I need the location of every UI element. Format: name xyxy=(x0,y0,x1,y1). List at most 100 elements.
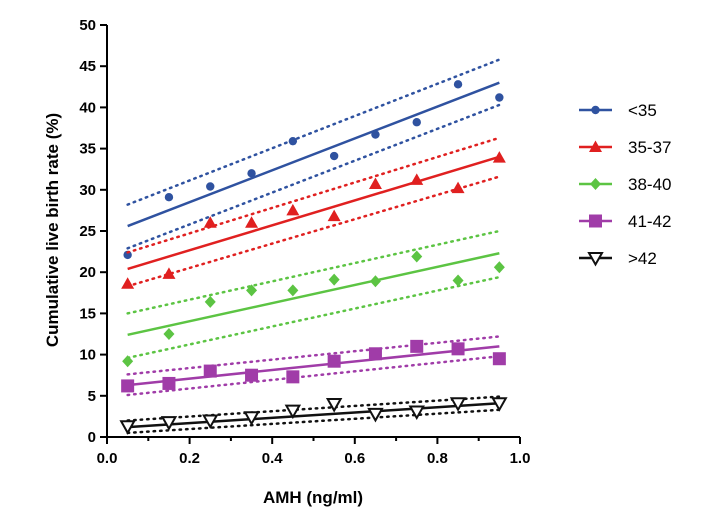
data-point xyxy=(245,368,259,382)
legend-marker xyxy=(590,178,601,190)
data-point xyxy=(368,347,382,361)
series-1 xyxy=(123,58,504,260)
legend-marker xyxy=(591,105,600,115)
y-tick-label: 20 xyxy=(79,264,96,281)
plot-area xyxy=(119,58,508,435)
data-point xyxy=(121,277,135,289)
data-point xyxy=(410,339,424,353)
data-point xyxy=(329,151,339,161)
data-point xyxy=(493,261,505,274)
legend-item: >42 xyxy=(579,249,657,268)
data-point xyxy=(451,342,465,356)
ci-upper-line xyxy=(126,395,501,422)
data-point xyxy=(122,355,134,368)
y-tick-label: 25 xyxy=(79,223,96,240)
data-point xyxy=(325,398,343,413)
ci-lower-line xyxy=(126,408,501,435)
ci-lower-line xyxy=(126,275,501,360)
x-axis-title: AMH (ng/ml) xyxy=(263,488,363,507)
data-point xyxy=(327,354,341,368)
fit-line xyxy=(127,155,500,271)
fit-line xyxy=(127,252,500,337)
axes: 0 5 10 15 20 25 30 35 40 45 50 0.0 0.2 0.4 0.6 0.8 1.0 xyxy=(79,17,530,467)
ci-lower-line xyxy=(126,354,501,397)
legend: <35 35-37 38-40 41-42 >42 xyxy=(579,101,671,268)
data-point xyxy=(369,275,381,288)
series-2 xyxy=(121,136,506,289)
data-point xyxy=(246,284,258,297)
legend-label: 38-40 xyxy=(628,175,671,194)
legend-item: 38-40 xyxy=(579,175,671,194)
y-tick-label: 10 xyxy=(79,347,96,364)
data-point xyxy=(410,173,424,185)
legend-item: <35 xyxy=(579,101,657,120)
ci-upper-line xyxy=(126,335,501,376)
legend-item: 41-42 xyxy=(579,212,671,231)
ci-upper-line xyxy=(126,58,501,206)
data-point xyxy=(328,273,340,286)
y-tick-label: 50 xyxy=(79,17,96,34)
data-point xyxy=(284,404,302,420)
legend-label: >42 xyxy=(628,249,657,268)
data-point xyxy=(411,250,423,263)
data-point xyxy=(449,397,467,412)
data-point xyxy=(203,364,217,378)
data-point xyxy=(453,80,463,89)
fit-line xyxy=(127,81,500,228)
legend-label: 41-42 xyxy=(628,212,671,231)
data-point xyxy=(245,216,259,228)
data-point xyxy=(452,274,464,287)
data-point xyxy=(204,295,216,308)
data-point xyxy=(162,376,176,390)
legend-item: 35-37 xyxy=(579,138,671,157)
data-point xyxy=(119,420,136,435)
data-point xyxy=(371,130,380,139)
legend-marker xyxy=(589,140,602,152)
series-3 xyxy=(122,229,505,368)
x-tick-label: 0.6 xyxy=(344,450,365,467)
y-tick-label: 35 xyxy=(79,141,96,158)
data-point xyxy=(495,93,504,102)
data-point xyxy=(203,216,217,228)
data-point xyxy=(492,151,506,163)
fit-line xyxy=(127,401,500,429)
data-point xyxy=(288,136,298,146)
y-tick-label: 5 xyxy=(88,388,96,405)
x-tick-label: 0.2 xyxy=(179,450,200,467)
y-tick-label: 0 xyxy=(88,429,96,446)
data-point xyxy=(412,118,421,127)
data-point xyxy=(286,370,300,384)
legend-marker xyxy=(587,252,604,267)
x-tick-label: 0.0 xyxy=(97,450,118,467)
data-point xyxy=(160,416,178,431)
ci-upper-line xyxy=(126,229,501,315)
y-tick-label: 45 xyxy=(79,58,96,75)
legend-label: <35 xyxy=(628,101,657,120)
data-point xyxy=(202,414,219,430)
series-4 xyxy=(121,335,506,397)
ci-lower-line xyxy=(126,103,501,250)
fit-line xyxy=(127,345,500,387)
data-point xyxy=(243,411,260,426)
legend-marker xyxy=(589,214,602,228)
data-point xyxy=(327,209,341,222)
y-tick-label: 30 xyxy=(79,182,96,199)
x-tick-label: 1.0 xyxy=(510,450,531,467)
series-5 xyxy=(119,395,508,435)
data-point xyxy=(491,397,508,412)
ci-upper-line xyxy=(126,136,501,254)
data-point xyxy=(206,182,215,191)
y-tick-label: 15 xyxy=(79,305,96,322)
ci-lower-line xyxy=(126,175,501,288)
data-point xyxy=(121,379,135,393)
data-point xyxy=(162,267,176,279)
data-point xyxy=(368,177,382,190)
data-point xyxy=(286,203,300,216)
data-point xyxy=(247,169,256,178)
data-point xyxy=(164,193,174,202)
data-point xyxy=(367,407,384,423)
y-axis-title: Cumulative live birth rate (%) xyxy=(43,113,62,347)
data-point xyxy=(408,405,425,420)
x-tick-label: 0.8 xyxy=(427,450,448,467)
